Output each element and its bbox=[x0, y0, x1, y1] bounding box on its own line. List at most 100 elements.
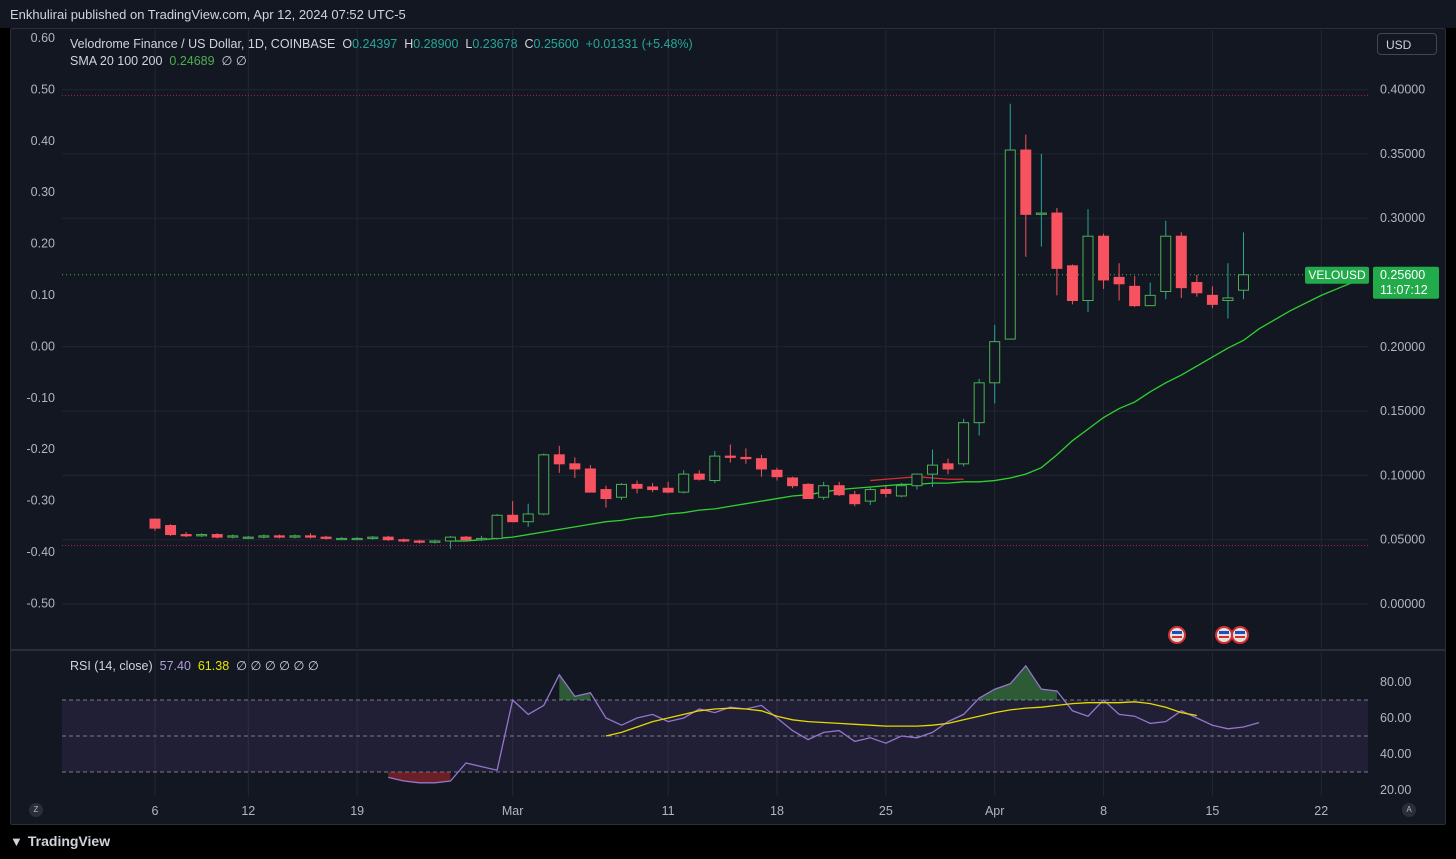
candle-down bbox=[1098, 235, 1110, 281]
rsi-legend: RSI (14, close) 57.40 61.38 ∅ ∅ ∅ ∅ ∅ ∅ bbox=[70, 658, 319, 673]
chart-panel[interactable] bbox=[10, 28, 1446, 825]
x-axis-tick-label: 25 bbox=[879, 804, 893, 818]
right-axis-tick-label: 0.40000 bbox=[1380, 83, 1425, 97]
x-axis-tick-label: Apr bbox=[985, 804, 1004, 818]
right-axis-tick-label: 0.35000 bbox=[1380, 147, 1425, 161]
candle-up bbox=[351, 537, 363, 541]
candle-up bbox=[1144, 294, 1156, 307]
countdown-value: 11:07:12 bbox=[1380, 283, 1428, 297]
candle-down bbox=[1129, 285, 1141, 307]
event-flag-stripe bbox=[1219, 636, 1229, 638]
close-label: C bbox=[524, 37, 534, 51]
candle-up bbox=[1035, 212, 1047, 215]
x-axis-tick-label: 19 bbox=[350, 804, 364, 818]
candle-down bbox=[180, 534, 192, 537]
candle-up bbox=[258, 535, 270, 538]
right-axis-tick-label: 0.10000 bbox=[1380, 468, 1425, 482]
candle-down bbox=[149, 518, 161, 529]
candle-down bbox=[413, 540, 425, 543]
candle-up bbox=[958, 422, 970, 465]
event-flag-icon[interactable] bbox=[1231, 626, 1249, 644]
symbol-title[interactable]: Velodrome Finance / US Dollar, 1D, COINB… bbox=[70, 37, 336, 51]
candle-up bbox=[895, 485, 907, 497]
candle-up bbox=[429, 540, 441, 543]
left-axis-tick-label: 0.10 bbox=[31, 288, 55, 302]
candle-up bbox=[1238, 274, 1249, 291]
left-axis-tick-label: 0.50 bbox=[31, 82, 55, 96]
candle-down bbox=[693, 473, 705, 480]
x-axis-tick-label: 15 bbox=[1205, 804, 1219, 818]
event-flag-icon[interactable] bbox=[1215, 626, 1233, 644]
candle-down bbox=[1020, 149, 1032, 215]
ohlc-row: Velodrome Finance / US Dollar, 1D, COINB… bbox=[70, 36, 693, 53]
rsi-value: 57.40 bbox=[159, 659, 191, 673]
open-label: O bbox=[342, 37, 353, 51]
x-axis-tick-label: 8 bbox=[1100, 804, 1107, 818]
x-axis-tick-label: 11 bbox=[662, 804, 675, 818]
candle-up bbox=[864, 489, 876, 502]
candle-up bbox=[616, 483, 627, 498]
candle-down bbox=[507, 514, 519, 523]
candle-up bbox=[1160, 235, 1172, 293]
candle-down bbox=[849, 494, 861, 505]
candle-up bbox=[367, 536, 379, 539]
low-label: L bbox=[465, 37, 473, 51]
sma-20-line bbox=[450, 281, 1353, 542]
rsi-ma-value: 61.38 bbox=[197, 659, 230, 673]
right-axis-tick-label: 0.20000 bbox=[1380, 340, 1425, 354]
candle-up bbox=[522, 513, 534, 523]
auto-scale-button[interactable]: A bbox=[1402, 803, 1416, 817]
candle-down bbox=[942, 463, 954, 470]
publisher-text: Enkhulirai published on TradingView.com,… bbox=[10, 7, 406, 22]
brand-name: TradingView bbox=[27, 833, 111, 849]
currency-button[interactable]: USD bbox=[1377, 33, 1437, 55]
tradingview-logo[interactable]: ▼ TradingView bbox=[10, 833, 110, 849]
candle-down bbox=[165, 525, 177, 536]
candle-down bbox=[305, 535, 316, 538]
symbol-badge-text: VELOUSD bbox=[1308, 268, 1366, 282]
rsi-overbought-fill bbox=[979, 665, 1057, 700]
rsi-line bbox=[388, 664, 1260, 784]
x-axis-tick-label: 18 bbox=[770, 804, 784, 818]
rsi-axis-tick-label: 60.00 bbox=[1380, 711, 1411, 725]
sma-value: 0.24689 bbox=[169, 54, 215, 68]
candle-up bbox=[818, 485, 830, 498]
event-flag-stripe bbox=[1172, 631, 1182, 634]
candle-up bbox=[538, 454, 550, 515]
candle-down bbox=[662, 487, 674, 493]
candle-down bbox=[398, 539, 410, 542]
left-axis-tick-label: -0.10 bbox=[27, 391, 56, 405]
candle-up bbox=[1222, 297, 1234, 302]
event-flag-stripe bbox=[1235, 631, 1245, 634]
zoom-reset-button[interactable]: Z bbox=[29, 803, 43, 817]
candle-down bbox=[740, 456, 752, 460]
rsi-label[interactable]: RSI (14, close) bbox=[70, 659, 153, 673]
candle-up bbox=[678, 473, 690, 493]
candle-down bbox=[273, 535, 285, 538]
candle-down bbox=[553, 454, 565, 465]
candle-down bbox=[600, 489, 612, 500]
event-flag-stripe bbox=[1172, 636, 1182, 638]
candle-down bbox=[320, 536, 332, 539]
candle-down bbox=[724, 455, 736, 458]
candle-down bbox=[1206, 294, 1218, 305]
sma-label[interactable]: SMA 20 100 200 bbox=[70, 54, 163, 68]
candle-down bbox=[631, 483, 643, 489]
candle-down bbox=[382, 536, 394, 541]
bottom-bar bbox=[0, 825, 1456, 859]
candle-up bbox=[927, 464, 938, 475]
candle-down bbox=[569, 463, 581, 470]
last-price-badge bbox=[1373, 266, 1439, 299]
event-flag-icon[interactable] bbox=[1168, 626, 1186, 644]
change-value: +0.01331 (+5.48%) bbox=[585, 37, 693, 51]
candle-up bbox=[491, 514, 503, 539]
rsi-oversold-fill bbox=[388, 772, 451, 783]
candle-down bbox=[647, 486, 659, 491]
x-axis-tick-label: 6 bbox=[152, 804, 159, 818]
rsi-axis-tick-label: 40.00 bbox=[1380, 747, 1411, 761]
candle-up bbox=[989, 341, 1001, 384]
left-axis-tick-label: -0.40 bbox=[27, 545, 56, 559]
candle-down bbox=[584, 468, 596, 493]
symbol-price-badge bbox=[1305, 266, 1369, 284]
